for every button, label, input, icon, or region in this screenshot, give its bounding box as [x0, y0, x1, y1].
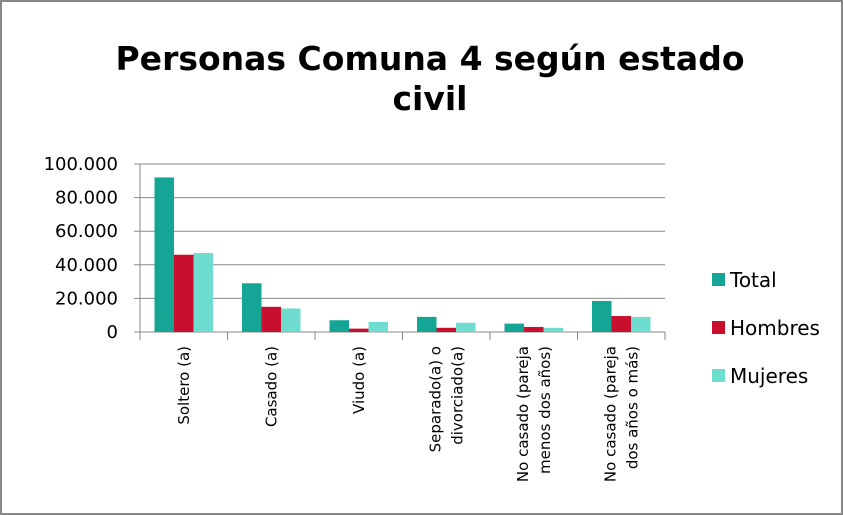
bar: [456, 322, 476, 332]
legend-label: Total: [729, 268, 777, 292]
bar: [592, 300, 612, 332]
y-tick-label: 20.000: [55, 288, 118, 309]
bar: [543, 327, 563, 332]
bar: [368, 321, 388, 332]
bar: [504, 323, 524, 332]
legend-swatch: [712, 369, 725, 382]
x-tick-label: No casado (pareja menos dos años): [514, 346, 554, 482]
bar: [436, 327, 456, 332]
bar: [174, 254, 194, 332]
bar: [242, 283, 262, 332]
bar: [631, 316, 651, 332]
legend-label: Hombres: [730, 316, 820, 340]
legend-swatch: [712, 321, 725, 334]
y-tick-label: 100.000: [44, 154, 118, 175]
bar: [193, 253, 213, 332]
bar: [524, 326, 544, 332]
x-tick-label: Separado(a) o divorciado(a): [426, 346, 466, 452]
x-tick-label: Soltero (a): [175, 346, 193, 425]
bar: [329, 320, 349, 332]
y-tick-label: 0: [107, 322, 118, 343]
bar: [611, 316, 631, 332]
y-tick-label: 40.000: [55, 255, 118, 276]
x-tick-label: Casado (a): [262, 346, 280, 427]
bar: [154, 177, 174, 332]
legend-swatch: [712, 273, 725, 286]
bar: [349, 328, 369, 332]
y-tick-label: 80.000: [55, 188, 118, 209]
legend-label: Mujeres: [730, 364, 808, 388]
bar: [417, 316, 437, 332]
x-tick-label: No casado (pareja dos años o más): [601, 346, 641, 482]
chart-title: Personas Comuna 4 según estado civil: [116, 39, 745, 118]
x-tick-label: Viudo (a): [350, 346, 368, 414]
y-tick-label: 60.000: [55, 221, 118, 242]
bar: [261, 306, 281, 332]
bar: [281, 308, 301, 332]
